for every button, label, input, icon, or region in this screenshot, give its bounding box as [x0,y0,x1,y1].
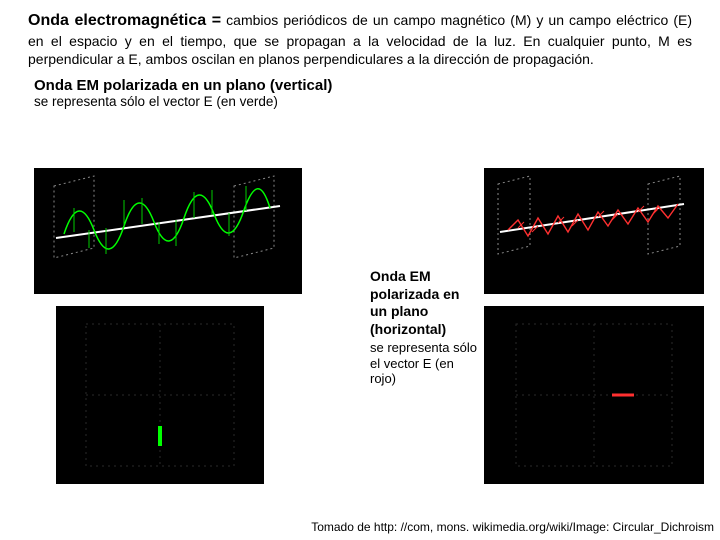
diagram-vertical-cross [56,306,264,484]
title-bold: Onda electromagnética = [28,12,221,29]
section1-title: Onda EM polarizada en un plano (vertical… [0,69,720,94]
main-definition: Onda electromagnética = cambios periódic… [0,0,720,69]
diagram-vertical-wave [34,168,302,294]
citation-text: Tomado de http: //com, mons. wikimedia.o… [311,520,714,534]
diagram-horizontal-cross [484,306,704,484]
section1-subtitle: se representa sólo el vector E (en verde… [0,94,720,113]
section2-subtitle: se representa sólo el vector E (en rojo) [370,340,480,387]
section2-block: Onda EM polarizada en un plano (horizont… [370,268,480,387]
diagram-horizontal-wave [484,168,704,294]
section2-title: Onda EM polarizada en un plano (horizont… [370,268,480,338]
